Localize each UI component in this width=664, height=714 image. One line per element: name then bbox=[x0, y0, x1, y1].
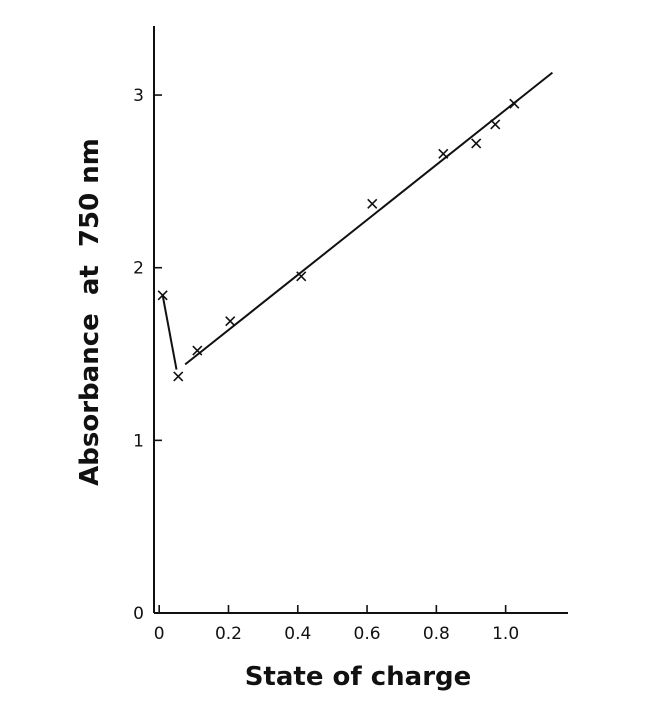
data-point bbox=[438, 148, 449, 159]
data-point bbox=[173, 371, 184, 382]
plot-frame bbox=[153, 26, 568, 614]
fit-lines bbox=[161, 71, 554, 370]
fit-line bbox=[184, 71, 554, 366]
data-point bbox=[157, 290, 168, 301]
x-tick-label: 0.2 bbox=[215, 624, 242, 644]
x-axis-title: State of charge bbox=[245, 662, 472, 692]
data-markers bbox=[157, 98, 520, 382]
y-ticks: 0 1 2 3 bbox=[133, 86, 162, 624]
fit-line bbox=[161, 295, 178, 370]
data-point bbox=[471, 138, 482, 149]
data-point bbox=[296, 271, 307, 282]
y-axis-title: Absorbance at 750 nm bbox=[75, 138, 105, 486]
y-tick-label: 2 bbox=[133, 259, 144, 279]
data-point bbox=[192, 345, 203, 356]
y-tick-label: 1 bbox=[133, 431, 144, 451]
x-ticks: 0 0.2 0.4 0.6 0.8 1.0 bbox=[154, 605, 519, 644]
x-tick-label: 0.4 bbox=[284, 624, 311, 644]
y-tick-label: 0 bbox=[133, 604, 144, 624]
x-tick-label: 1.0 bbox=[492, 624, 519, 644]
data-point bbox=[225, 316, 236, 327]
data-point bbox=[509, 98, 520, 109]
x-tick-label: 0 bbox=[154, 624, 165, 644]
x-tick-label: 0.8 bbox=[423, 624, 450, 644]
y-tick-label: 3 bbox=[133, 86, 144, 106]
x-tick-label: 0.6 bbox=[354, 624, 381, 644]
data-point bbox=[367, 198, 378, 209]
data-point bbox=[490, 119, 501, 130]
